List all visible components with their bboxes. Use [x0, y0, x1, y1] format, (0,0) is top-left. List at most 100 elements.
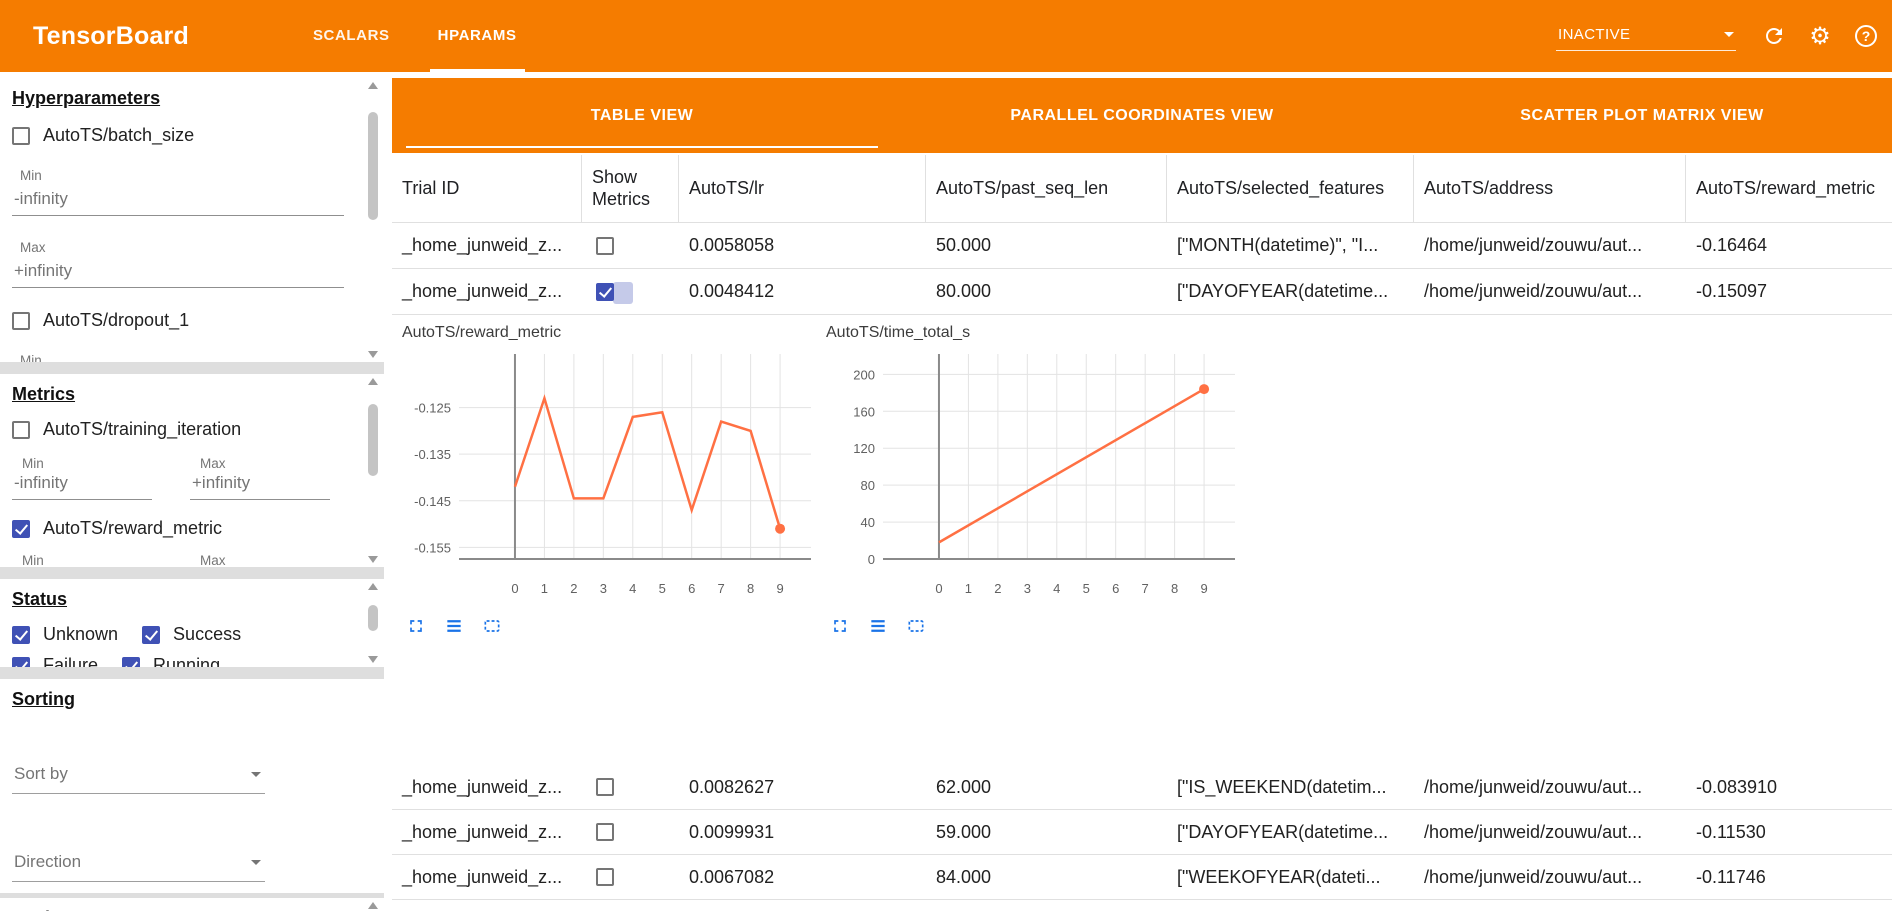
metrics-scrollbar[interactable]	[367, 378, 379, 563]
status-checkboxes: Unknown Success Failure Running	[12, 624, 348, 667]
status-dropdown[interactable]: INACTIVE	[1556, 22, 1736, 51]
chart-time-total: 0 40 80 120 160 200 0 1 2 3 4 5 6 7 8 9 AutoTS/time_tot…	[820, 322, 1250, 652]
svg-text:1: 1	[965, 581, 972, 596]
svg-text:-0.145: -0.145	[414, 494, 451, 509]
scroll-up-icon[interactable]	[368, 82, 378, 89]
dropout-checkbox[interactable]	[12, 311, 30, 330]
cell-trial-id: _home_junweid_z...	[402, 776, 563, 797]
svg-text:8: 8	[747, 581, 754, 596]
training-iteration-max-input[interactable]	[190, 471, 330, 500]
cell-past-seq-len: 84.000	[936, 866, 992, 887]
help-icon[interactable]: ?	[1854, 24, 1878, 48]
show-metrics-checkbox[interactable]	[596, 778, 614, 796]
tab-scalars[interactable]: SCALARS	[312, 27, 390, 44]
tab-table-view[interactable]: TABLE VIEW	[392, 78, 892, 153]
time-total-plot: 0 40 80 120 160 200 0 1 2 3 4 5 6 7 8 9	[820, 322, 1250, 615]
expand-icon[interactable]	[406, 616, 426, 636]
paging-title: Paging	[12, 906, 372, 911]
status-unknown: Unknown	[12, 624, 118, 645]
sort-by-dropdown[interactable]: Sort by	[12, 758, 265, 794]
reward-metric-plot: -0.125 -0.135 -0.145 -0.155 0 1 2 3 4 5 6 7 8 9	[396, 322, 826, 615]
scroll-down-icon[interactable]	[368, 656, 378, 663]
cell-lr: 0.0067082	[689, 866, 775, 887]
batch-size-max-input[interactable]	[12, 259, 344, 288]
status-failure-label: Failure	[43, 655, 99, 667]
cell-lr: 0.0082627	[689, 776, 775, 797]
svg-text:3: 3	[600, 581, 607, 596]
refresh-icon[interactable]	[1762, 24, 1786, 48]
tab-hparams[interactable]: HPARAMS	[414, 0, 541, 72]
paging-scrollbar[interactable]	[367, 902, 379, 911]
scrollbar-thumb[interactable]	[368, 404, 378, 476]
chevron-down-icon	[251, 859, 261, 865]
help-question-glyph: ?	[1855, 25, 1877, 47]
cell-past-seq-len: 59.000	[936, 821, 992, 842]
fit-domain-icon[interactable]	[906, 616, 926, 636]
status-running-checkbox[interactable]	[122, 656, 141, 667]
direction-dropdown[interactable]: Direction	[12, 846, 265, 882]
chart-title: AutoTS/reward_metric	[402, 324, 562, 341]
scroll-up-icon[interactable]	[368, 902, 378, 909]
svg-text:2: 2	[994, 581, 1001, 596]
cell-selected-features: ["DAYOFYEAR(datetime...	[1177, 281, 1389, 301]
training-iteration-min-input[interactable]	[12, 471, 152, 500]
column-address: AutoTS/address	[1414, 155, 1686, 222]
column-selected-features: AutoTS/selected_features	[1167, 155, 1414, 222]
top-nav: SCALARS HPARAMS	[289, 0, 541, 72]
svg-text:0: 0	[868, 552, 875, 567]
scroll-down-icon[interactable]	[368, 556, 378, 563]
data-table-icon[interactable]	[444, 616, 464, 636]
show-metrics-checkbox[interactable]	[596, 823, 614, 841]
tab-parallel-coordinates-view[interactable]: PARALLEL COORDINATES VIEW	[1010, 107, 1274, 124]
scroll-down-icon[interactable]	[368, 351, 378, 358]
scrollbar-thumb[interactable]	[368, 605, 378, 631]
expand-icon[interactable]	[830, 616, 850, 636]
hyperparameters-title: Hyperparameters	[12, 88, 161, 108]
training-iteration-checkbox[interactable]	[12, 420, 30, 439]
cell-trial-id: _home_junweid_z...	[402, 235, 563, 255]
status-success-checkbox[interactable]	[142, 625, 161, 644]
show-metrics-checkbox[interactable]	[596, 868, 614, 886]
cell-reward-metric: -0.15097	[1696, 281, 1768, 301]
status-section: Status Unknown Success Failure Running	[0, 579, 384, 667]
reward-metric-checkbox[interactable]	[12, 519, 30, 538]
cell-address: /home/junweid/zouwu/aut...	[1424, 776, 1643, 797]
scroll-up-icon[interactable]	[368, 378, 378, 385]
svg-text:200: 200	[853, 367, 875, 382]
max-label: Max	[20, 240, 46, 255]
status-scrollbar[interactable]	[367, 583, 379, 663]
chart-title: AutoTS/time_total_s	[826, 324, 971, 341]
metrics-section: Metrics AutoTS/training_iteration Min Ma…	[0, 374, 384, 567]
hyperparameters-section: Hyperparameters AutoTS/batch_size Min Ma…	[0, 78, 384, 362]
status-failure-checkbox[interactable]	[12, 656, 30, 667]
table-row: _home_junweid_z... 0.0048412 80.000 ["DA…	[392, 269, 1892, 315]
svg-text:-0.135: -0.135	[414, 447, 451, 462]
status-title: Status	[12, 589, 68, 609]
svg-text:6: 6	[688, 581, 695, 596]
svg-text:5: 5	[1083, 581, 1090, 596]
svg-text:9: 9	[776, 581, 783, 596]
cell-trial-id: _home_junweid_z...	[402, 281, 563, 301]
svg-text:8: 8	[1171, 581, 1178, 596]
svg-text:7: 7	[718, 581, 725, 596]
svg-text:6: 6	[1112, 581, 1119, 596]
cell-past-seq-len: 62.000	[936, 776, 992, 797]
status-dropdown-value: INACTIVE	[1558, 25, 1631, 43]
hyperparameters-scrollbar[interactable]	[367, 82, 379, 358]
show-metrics-checkbox[interactable]	[596, 236, 614, 255]
batch-size-checkbox[interactable]	[12, 126, 30, 145]
table-header-row: Trial ID Show Metrics AutoTS/lr AutoTS/p…	[392, 155, 1892, 223]
status-unknown-checkbox[interactable]	[12, 625, 30, 644]
svg-text:0: 0	[511, 581, 518, 596]
svg-text:7: 7	[1142, 581, 1149, 596]
settings-gear-icon[interactable]: ⚙	[1809, 22, 1831, 50]
fit-domain-icon[interactable]	[482, 616, 502, 636]
batch-size-min-input[interactable]	[12, 187, 344, 216]
scroll-up-icon[interactable]	[368, 583, 378, 590]
data-table-icon[interactable]	[868, 616, 888, 636]
cell-selected-features: ["IS_WEEKEND(datetim...	[1177, 776, 1387, 797]
svg-text:9: 9	[1200, 581, 1207, 596]
scrollbar-thumb[interactable]	[368, 112, 378, 220]
show-metrics-checkbox[interactable]	[596, 281, 633, 304]
tab-scatter-plot-matrix-view[interactable]: SCATTER PLOT MATRIX VIEW	[1520, 107, 1764, 124]
